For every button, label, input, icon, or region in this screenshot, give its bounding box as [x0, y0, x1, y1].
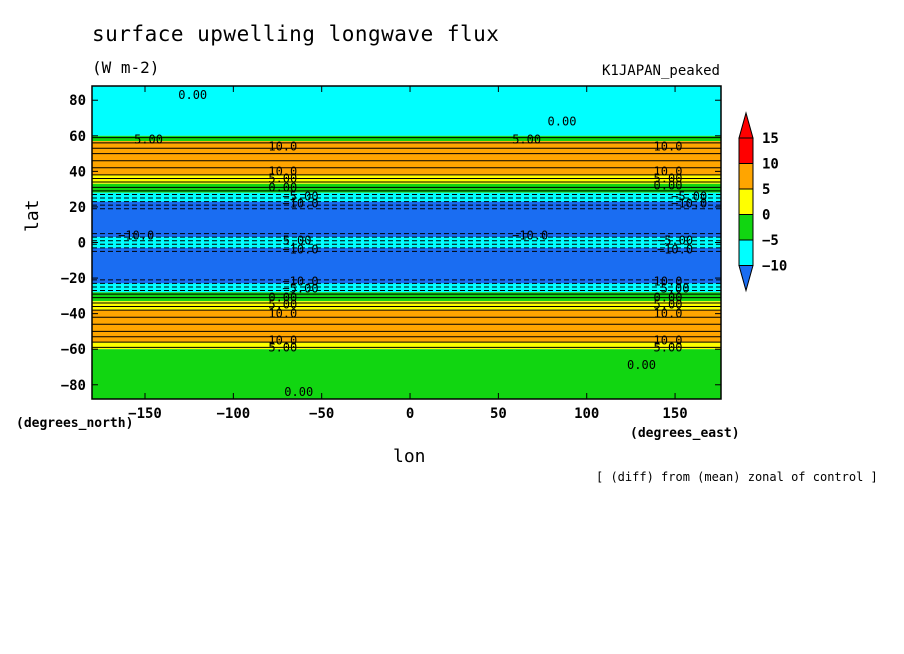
y-tick-label-6: 40	[69, 164, 86, 180]
colorbar-box-3	[738, 188, 754, 215]
contour-label-27: 10.0	[654, 275, 683, 289]
contour-label-4: 10.0	[268, 139, 297, 153]
y-tick-label-0: −80	[61, 378, 86, 394]
chart-title: surface upwelling longwave flux	[92, 22, 500, 46]
colorbar-label-2: 0	[762, 208, 770, 224]
band-8	[92, 247, 721, 284]
contour-label-17: −5.00	[275, 234, 311, 248]
contour-label-21: −10.0	[657, 243, 693, 257]
band-12	[92, 310, 721, 343]
band-7	[92, 237, 721, 248]
band-9	[92, 283, 721, 293]
y-tick-label-5: 20	[69, 200, 86, 216]
contour-label-34: 10.0	[654, 333, 683, 347]
colorbar-label-0: −10	[762, 259, 787, 275]
y-tick-label-2: −40	[61, 307, 86, 323]
contour-label-10: −10.0	[282, 196, 318, 210]
contour-label-26: 10.0	[268, 307, 297, 321]
contour-label-29: 0.00	[654, 291, 683, 305]
colorbar: −10 −5 0 5 10 15	[738, 111, 787, 293]
contour-label-36: 0.00	[627, 358, 656, 372]
contour-label-5: 10.0	[654, 139, 683, 153]
contour-label-24: 0.00	[268, 291, 297, 305]
y-tick-label-4: 0	[78, 236, 86, 252]
colorbar-label-3: 5	[762, 182, 770, 198]
y-axis-unit-label: (degrees_north)	[16, 416, 134, 431]
colorbar-box-2	[738, 214, 754, 241]
axes: −150 −100 −50 0 50 100 150 −80 −60 −40 −20 0 20 40 60 8…	[61, 86, 721, 422]
x-axis-unit-label: (degrees_east)	[630, 426, 740, 441]
contour-label-7: 5.00	[268, 171, 297, 185]
x-tick-label-5: 100	[574, 406, 599, 422]
x-tick-label-0: −150	[128, 406, 162, 422]
contour-label-25: 5.00	[268, 298, 297, 312]
band-1	[92, 135, 721, 142]
colorbar-label-1: −5	[762, 233, 779, 249]
x-tick-label-6: 150	[662, 406, 687, 422]
contour-label-33: 5.00	[268, 340, 297, 354]
y-tick-label-8: 80	[69, 93, 86, 109]
contour-label-9: −5.00	[282, 189, 318, 203]
colorbar-box-1	[738, 239, 754, 266]
x-axis-label: lon	[393, 446, 426, 467]
band-2	[92, 141, 721, 175]
contour-label-8: 0.00	[268, 180, 297, 194]
contour-label-31: 10.0	[654, 307, 683, 321]
contour-label-23: −5.00	[282, 282, 318, 296]
contour-label-22: −10.0	[282, 275, 318, 289]
y-tick-label-3: −20	[61, 271, 86, 287]
colorbar-box-5	[738, 137, 754, 164]
contour-label-1: 0.00	[548, 115, 577, 129]
contour-label-18: −10.0	[282, 243, 318, 257]
contour-label-20: −5.00	[657, 234, 693, 248]
band-4	[92, 183, 721, 193]
band-11	[92, 301, 721, 311]
contour-label-6: 10.0	[268, 164, 297, 178]
contour-label-0: 0.00	[178, 88, 207, 102]
contour-label-11: 10.0	[654, 164, 683, 178]
colorbar-bottom-arrow	[738, 265, 754, 293]
contour-label-30: 5.00	[654, 298, 683, 312]
x-tick-label-2: −50	[309, 406, 334, 422]
contour-label-15: −10.0	[671, 196, 707, 210]
y-tick-label-1: −60	[61, 342, 86, 358]
colorbar-box-4	[738, 163, 754, 190]
x-tick-label-3: 0	[406, 406, 414, 422]
contour-label-12: 5.00	[654, 171, 683, 185]
contour-label-28: 5.00	[661, 282, 690, 296]
colorbar-top-arrow	[738, 111, 754, 139]
band-6	[92, 201, 721, 238]
contour-label-16: −10.0	[118, 228, 154, 242]
contour-label-35: 5.00	[654, 340, 683, 354]
x-tick-label-1: −100	[216, 406, 250, 422]
band-14	[92, 349, 721, 399]
contour-label-19: −10.0	[512, 228, 548, 242]
band-10	[92, 292, 721, 302]
contour-label-37: 0.00	[284, 385, 313, 399]
contour-label-2: 5.00	[134, 132, 163, 146]
x-tick-label-4: 50	[490, 406, 507, 422]
colorbar-label-5: 15	[762, 131, 779, 147]
chart-units: (W m-2)	[92, 58, 160, 77]
band-13	[92, 342, 721, 350]
y-tick-label-7: 60	[69, 129, 86, 145]
footnote: [ (diff) from (mean) zonal of control ]	[596, 470, 878, 484]
contour-label-13: 0.00	[654, 179, 683, 193]
band-0	[92, 86, 721, 136]
contour-label-32: 10.0	[268, 333, 297, 347]
band-3	[92, 174, 721, 184]
colorbar-label-4: 10	[762, 157, 779, 173]
contour-label-3: 5.00	[512, 132, 541, 146]
contour-label-14: −5.00	[671, 189, 707, 203]
band-5	[92, 192, 721, 202]
dataset-label: K1JAPAN_peaked	[601, 63, 720, 79]
